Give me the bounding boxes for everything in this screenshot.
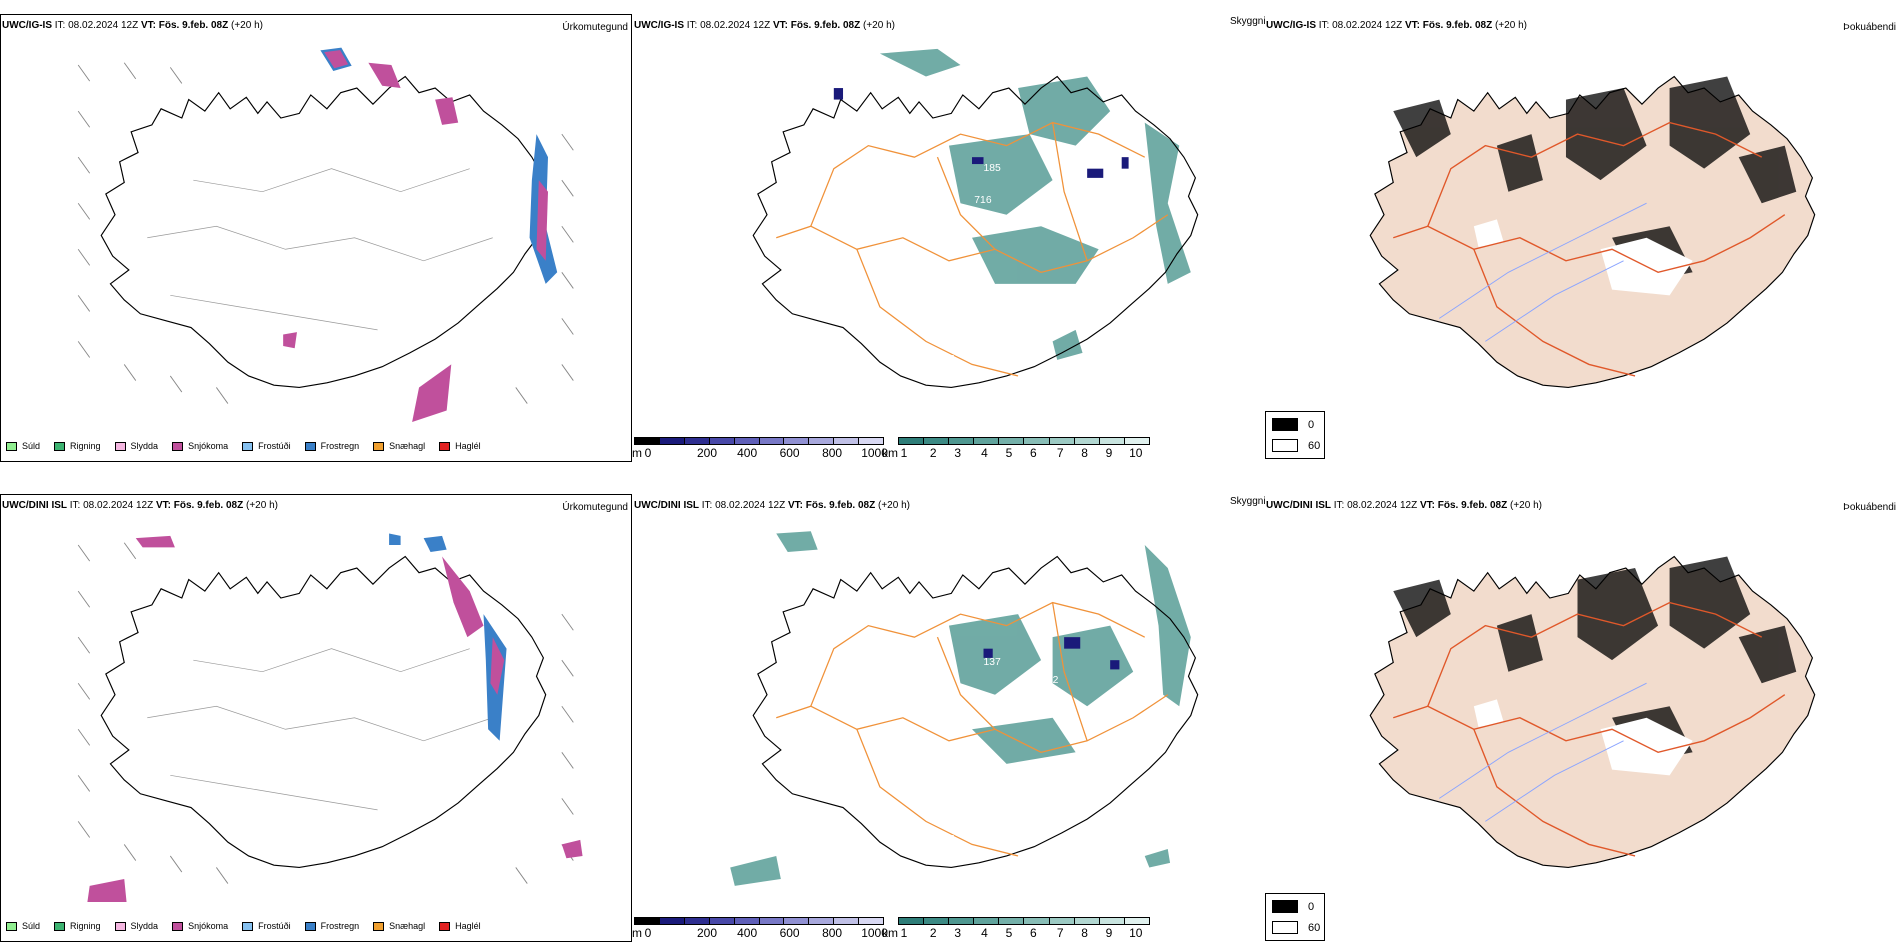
visibility-panel-top: UWC/IG-IS IT: 08.02.2024 12Z VT: Fös. 9.… bbox=[632, 14, 1266, 462]
legend-item: Haglél bbox=[439, 921, 481, 931]
precip-areas bbox=[283, 47, 558, 422]
precip-type-panel-bottom: UWC/DINI ISL IT: 08.02.2024 12Z VT: Fös.… bbox=[0, 494, 632, 942]
height-colorbar bbox=[634, 437, 884, 445]
visibility-ticks: 1 2 3 4 5 6 7 8 9 10 bbox=[900, 446, 1143, 460]
visibility-colorbar bbox=[898, 917, 1150, 925]
rivers bbox=[1439, 202, 1647, 342]
run-info-title: UWC/IG-IS IT: 08.02.2024 12Z VT: Fös. 9.… bbox=[634, 20, 895, 31]
legend-item: Rigning bbox=[54, 441, 101, 451]
legend-item: Frostregn bbox=[304, 921, 359, 931]
precip-type-panel-top: UWC/IG-IS IT: 08.02.2024 12Z VT: Fös. 9.… bbox=[0, 14, 632, 462]
run-info-title: UWC/DINI ISL IT: 08.02.2024 12Z VT: Fös.… bbox=[1266, 500, 1542, 511]
precip-legend: Súld Rigning Slydda Snjókoma Frostúði Fr… bbox=[6, 441, 495, 451]
svg-text:716: 716 bbox=[974, 195, 992, 206]
svg-text:312: 312 bbox=[1041, 675, 1059, 686]
fog-legend-top: 0 60 bbox=[1265, 411, 1325, 459]
legend-item: Slydda bbox=[114, 921, 158, 931]
param-name: Úrkomutegund bbox=[562, 502, 628, 513]
height-colorbar bbox=[634, 917, 884, 925]
svg-text:137: 137 bbox=[984, 657, 1002, 668]
fog-panel-bottom: UWC/DINI ISL IT: 08.02.2024 12Z VT: Fös.… bbox=[1264, 494, 1900, 942]
param-name: Þokuábendi bbox=[1843, 502, 1896, 513]
run-info-title: UWC/DINI ISL IT: 08.02.2024 12Z VT: Fös.… bbox=[634, 500, 910, 511]
panel-frame bbox=[0, 14, 632, 462]
height-ticks: 0 200 400 600 800 1000 bbox=[644, 446, 888, 460]
visibility-map: 185 716 938 324 185 bbox=[752, 48, 1199, 389]
svg-text:185: 185 bbox=[984, 163, 1002, 174]
height-labels: 137 312 372 185 bbox=[937, 657, 1058, 845]
roads bbox=[776, 121, 1169, 377]
fog-panel-top: UWC/IG-IS IT: 08.02.2024 12Z VT: Fös. 9.… bbox=[1264, 14, 1900, 462]
legend-item: Snæhagl bbox=[373, 921, 425, 931]
panel-frame bbox=[0, 494, 632, 942]
fog-map bbox=[1369, 75, 1816, 389]
visibility-colorbar bbox=[898, 437, 1150, 445]
svg-text:938: 938 bbox=[1099, 255, 1117, 266]
precip-legend: Súld Rigning Slydda Snjókoma Frostúði Fr… bbox=[6, 921, 495, 931]
precip-map bbox=[77, 47, 574, 422]
param-name: Úrkomutegund bbox=[562, 22, 628, 33]
legend-item: Frostregn bbox=[304, 441, 359, 451]
svg-text:372: 372 bbox=[937, 717, 955, 728]
legend-item: Rigning bbox=[54, 921, 101, 931]
legend-item: Súld bbox=[6, 441, 40, 451]
fog-roads bbox=[1393, 121, 1786, 377]
height-unit: m bbox=[632, 926, 642, 940]
run-info-title: UWC/DINI ISL IT: 08.02.2024 12Z VT: Fös.… bbox=[2, 500, 278, 511]
svg-text:324: 324 bbox=[933, 237, 951, 248]
visibility-map: 137 312 372 185 bbox=[730, 531, 1199, 886]
fog-map bbox=[1369, 555, 1816, 869]
svg-text:185: 185 bbox=[937, 354, 955, 365]
param-name: Þokuábendi bbox=[1843, 22, 1896, 33]
legend-item: Frostúði bbox=[242, 441, 291, 451]
legend-item: Haglél bbox=[439, 441, 481, 451]
svg-text:185: 185 bbox=[937, 834, 955, 845]
run-info-title: UWC/IG-IS IT: 08.02.2024 12Z VT: Fös. 9.… bbox=[2, 20, 263, 31]
visibility-panel-bottom: UWC/DINI ISL IT: 08.02.2024 12Z VT: Fös.… bbox=[632, 494, 1266, 942]
fog-legend-bottom: 0 60 bbox=[1265, 893, 1325, 941]
legend-item: Súld bbox=[6, 921, 40, 931]
visibility-unit: km bbox=[882, 926, 898, 940]
param-name: Skyggni bbox=[1230, 496, 1266, 507]
legend-item: Frostúði bbox=[242, 921, 291, 931]
height-ticks: 0 200 400 600 800 1000 bbox=[644, 926, 888, 940]
legend-item: Snjókoma bbox=[172, 921, 228, 931]
legend-item: Slydda bbox=[114, 441, 158, 451]
visibility-unit: km bbox=[882, 446, 898, 460]
height-unit: m bbox=[632, 446, 642, 460]
precip-map bbox=[77, 533, 583, 902]
visibility-areas bbox=[879, 48, 1191, 360]
height-labels: 185 716 938 324 185 bbox=[933, 163, 1116, 365]
legend-item: Snæhagl bbox=[373, 441, 425, 451]
legend-item: Snjókoma bbox=[172, 441, 228, 451]
param-name: Skyggni bbox=[1230, 16, 1266, 27]
fog-areas bbox=[1393, 76, 1797, 284]
elevation-dots bbox=[833, 88, 1129, 178]
run-info-title: UWC/IG-IS IT: 08.02.2024 12Z VT: Fös. 9.… bbox=[1266, 20, 1527, 31]
visibility-ticks: 1 2 3 4 5 6 7 8 9 10 bbox=[900, 926, 1143, 940]
